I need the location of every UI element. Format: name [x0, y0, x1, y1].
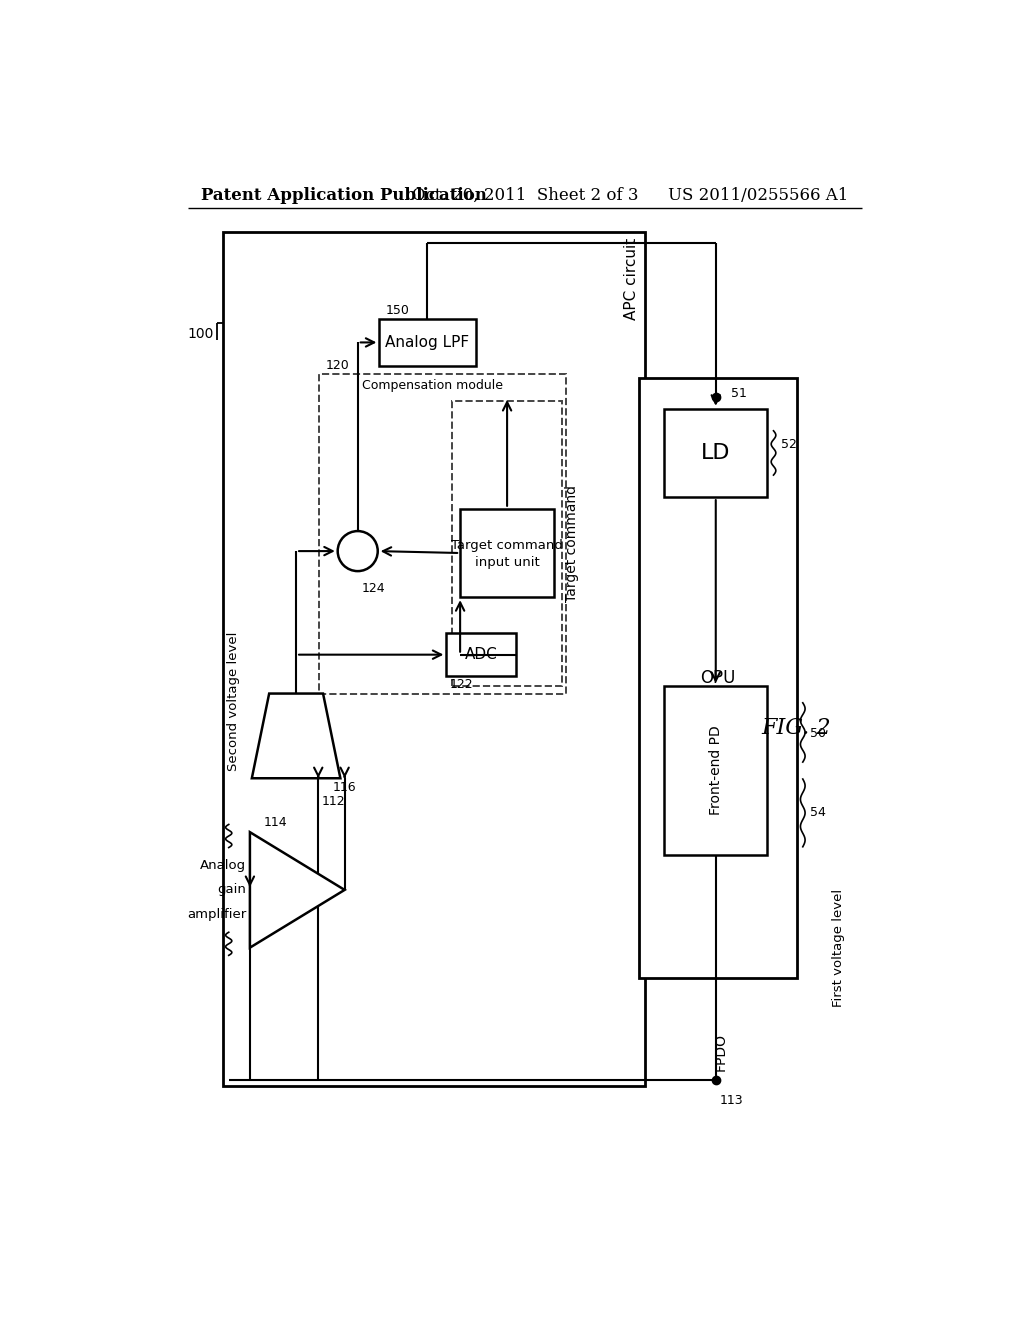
- Text: gain: gain: [217, 883, 246, 896]
- Text: A: A: [352, 543, 364, 560]
- Bar: [460, 508, 554, 598]
- Text: Target command: Target command: [565, 484, 579, 602]
- Polygon shape: [252, 693, 340, 779]
- Text: 120: 120: [326, 359, 349, 372]
- Text: 52: 52: [781, 437, 797, 450]
- Circle shape: [338, 531, 378, 572]
- Bar: [319, 374, 565, 693]
- Bar: [223, 231, 645, 1086]
- Text: FPDO: FPDO: [714, 1032, 728, 1071]
- Text: Analog: Analog: [200, 859, 246, 871]
- Text: Front-end PD: Front-end PD: [709, 726, 723, 816]
- Text: 112: 112: [323, 795, 346, 808]
- Bar: [665, 409, 767, 498]
- Text: 114: 114: [264, 816, 288, 829]
- Text: LD: LD: [701, 444, 730, 463]
- Text: Compensation module: Compensation module: [361, 379, 503, 392]
- Text: 150: 150: [385, 304, 410, 317]
- Bar: [665, 686, 767, 855]
- Text: Target command: Target command: [452, 539, 563, 552]
- Text: ADC: ADC: [465, 647, 498, 663]
- Polygon shape: [250, 832, 345, 948]
- Text: 113: 113: [720, 1094, 743, 1107]
- Bar: [446, 634, 515, 676]
- Text: APC circuit: APC circuit: [624, 238, 639, 319]
- Bar: [379, 318, 475, 367]
- Text: 50: 50: [810, 727, 826, 739]
- Text: 124: 124: [361, 582, 385, 595]
- Bar: [639, 378, 797, 978]
- Text: 100: 100: [187, 327, 214, 341]
- Text: amplifier: amplifier: [186, 908, 246, 921]
- Text: Patent Application Publication: Patent Application Publication: [202, 187, 487, 203]
- Text: Analog LPF: Analog LPF: [385, 335, 469, 350]
- Text: 54: 54: [810, 807, 826, 820]
- Text: 51: 51: [731, 387, 748, 400]
- Text: input unit: input unit: [475, 556, 540, 569]
- Text: OPU: OPU: [700, 669, 735, 688]
- Text: FIG. 2: FIG. 2: [762, 717, 831, 739]
- Text: 116: 116: [333, 780, 356, 793]
- Bar: [453, 401, 562, 686]
- Text: First voltage level: First voltage level: [833, 888, 846, 1007]
- Text: Second voltage level: Second voltage level: [227, 632, 241, 771]
- Text: Oct. 20, 2011  Sheet 2 of 3: Oct. 20, 2011 Sheet 2 of 3: [412, 187, 638, 203]
- Text: US 2011/0255566 A1: US 2011/0255566 A1: [668, 187, 848, 203]
- Text: MUX: MUX: [279, 729, 313, 743]
- Text: 122: 122: [451, 678, 474, 692]
